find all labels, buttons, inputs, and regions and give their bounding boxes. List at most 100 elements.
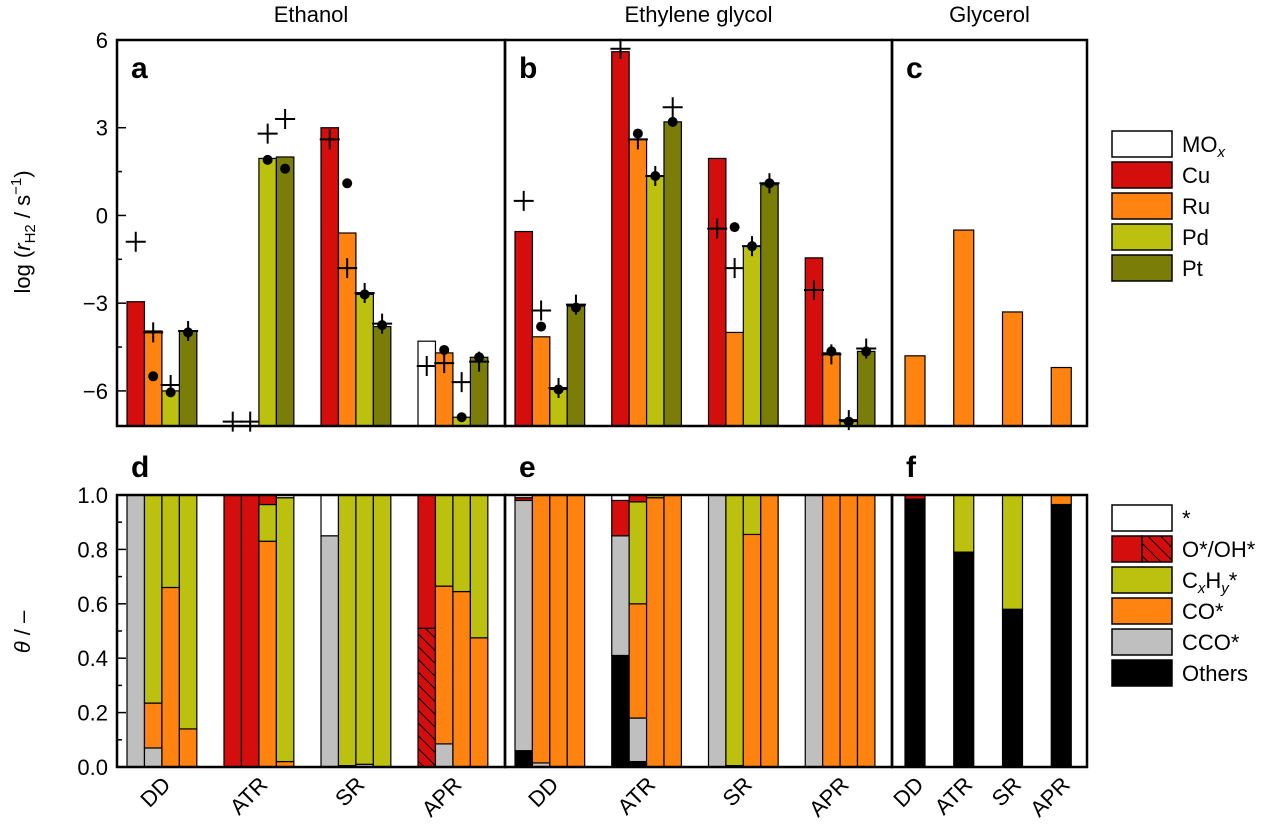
top-frame-c xyxy=(890,38,1089,428)
panel-title-b: Ethylene glycol xyxy=(625,2,773,27)
seg-d-DD-1-CxHy xyxy=(143,494,163,704)
plus-a-DD-Pt xyxy=(178,320,199,341)
plus-b-APR-Pt xyxy=(856,338,877,359)
seg-d-DD-1-CO xyxy=(143,702,163,749)
seg-e-ATR-1-CO xyxy=(628,603,648,719)
bar-c-SR-Ru xyxy=(1001,311,1024,427)
bar-a-SR-Cu xyxy=(320,127,340,427)
bottom-ytick-label-5: 1.0 xyxy=(77,483,108,508)
seg-d-APR-1-CCO xyxy=(434,743,454,768)
plus-b-SR-Ru xyxy=(724,258,745,279)
plus-a-DD-Cu xyxy=(125,231,146,252)
xlabel-f-DD: DD xyxy=(888,772,928,812)
bar-b-ATR-Pt xyxy=(663,121,683,427)
plus-b-DD-Cu xyxy=(513,190,534,211)
panel-letter-d: d xyxy=(131,451,149,484)
seg-d-APR-2-CxHy xyxy=(452,494,471,593)
seg-e-DD-1-CO xyxy=(531,494,551,764)
seg-e-SR-0-CCO xyxy=(707,494,727,768)
seg-d-SR-0-empty xyxy=(320,494,340,537)
bar-b-SR-Ru xyxy=(725,331,744,427)
plus-a-SR-Cu xyxy=(319,129,340,150)
legend-label-Pt: Pt xyxy=(1182,256,1203,281)
seg-d-SR-3-CxHy xyxy=(372,494,392,768)
seg-d-APR-1-CO xyxy=(434,585,454,745)
dot-a-APR-Pd xyxy=(456,412,467,423)
seg-e-APR-1-CO xyxy=(822,494,841,768)
plus-a-SR-Ru xyxy=(337,258,358,279)
plus-a-APR-Pt xyxy=(469,351,490,372)
seg-d-APR-2-CO xyxy=(452,590,471,768)
bottom-ytick-label-2: 0.4 xyxy=(77,646,108,671)
seg-d-SR-2-CxHy xyxy=(355,494,374,765)
plus-b-DD-Pt xyxy=(565,294,586,315)
seg-d-ATR-2-CxHy xyxy=(258,503,277,542)
xlabel-d-ATR: ATR xyxy=(225,772,273,820)
plus-a-APR-Pd xyxy=(451,372,472,393)
bar-b-DD-Cu xyxy=(514,230,534,427)
top-ylabel: log (rH2 / s−1) xyxy=(8,170,39,293)
legend-swatch-Pd xyxy=(1111,223,1173,251)
plus-a-ATR-Pd xyxy=(257,123,278,144)
bar-c-DD-Ru xyxy=(904,355,926,427)
seg-e-ATR-0-CCO xyxy=(611,535,630,657)
seg-e-ATR-3-CO xyxy=(663,494,683,768)
seg-d-DD-1-CCO xyxy=(143,747,163,768)
bar-a-DD-Cu xyxy=(126,301,146,427)
xlabel-e-SR: SR xyxy=(718,772,757,811)
seg-e-ATR-2-CO xyxy=(645,497,665,768)
seg-f-APR-0-CO xyxy=(1050,494,1072,506)
seg-f-ATR-0-CxHy xyxy=(953,494,975,553)
seg-e-DD-3-CO xyxy=(566,494,586,768)
plus-b-ATR-Ru xyxy=(627,129,648,150)
bar-a-ATR-Pt xyxy=(275,156,295,427)
top-ytick-label-2: 0 xyxy=(96,203,108,228)
seg-e-DD-0-Others xyxy=(514,750,534,768)
seg-f-DD-0-Others xyxy=(904,498,926,768)
seg-d-APR-3-CO xyxy=(469,637,489,768)
bar-b-SR-Pt xyxy=(760,184,779,427)
plus-b-ATR-Cu xyxy=(610,38,631,59)
bar-a-SR-Pt xyxy=(372,325,392,427)
dot-b-DD-Ru xyxy=(536,321,547,332)
xlabel-d-SR: SR xyxy=(330,772,369,811)
plus-a-APR-MOx xyxy=(416,356,437,377)
seg-d-APR-1-CxHy xyxy=(434,494,454,587)
plus-b-DD-Ru xyxy=(531,300,552,321)
seg-f-ATR-0-Others xyxy=(953,551,975,768)
legend-label-Others: Others xyxy=(1182,661,1248,686)
legend-swatch-MOx xyxy=(1111,130,1173,158)
seg-f-SR-0-Others xyxy=(1001,608,1024,768)
dot-a-ATR-Pt xyxy=(280,163,291,174)
seg-d-ATR-0-O xyxy=(223,494,243,768)
legend-swatch-Pt xyxy=(1111,254,1173,282)
seg-e-APR-0-CCO xyxy=(804,494,824,768)
seg-d-ATR-3-CxHy xyxy=(275,497,295,763)
bar-b-SR-Pd xyxy=(742,245,762,427)
plus-a-SR-Pd xyxy=(354,282,375,303)
plus-a-ATR-Cu xyxy=(222,411,243,432)
bar-b-DD-Ru xyxy=(531,336,551,427)
legend-label-CCO: CCO* xyxy=(1182,630,1240,655)
plus-a-ATR-Pt xyxy=(275,108,296,129)
seg-e-SR-1-CxHy xyxy=(725,494,744,767)
panel-letter-f: f xyxy=(906,451,917,484)
seg-d-DD-2-CxHy xyxy=(161,494,180,589)
dot-b-SR-Ru xyxy=(729,222,740,233)
bar-b-ATR-Cu xyxy=(611,51,630,427)
legend-label-CxHy: CxHy* xyxy=(1182,568,1238,597)
panel-letter-b: b xyxy=(519,52,537,85)
legend-swatch-OH xyxy=(1141,535,1173,563)
plus-a-DD-Pd xyxy=(160,375,181,396)
seg-e-ATR-0-O xyxy=(611,499,630,537)
bottom-ytick-label-0: 0.0 xyxy=(77,755,108,780)
panel-letter-c: c xyxy=(906,52,923,85)
plus-b-SR-Pt xyxy=(759,173,780,194)
seg-f-SR-0-CxHy xyxy=(1001,494,1024,610)
legend-swatch-Cu xyxy=(1111,161,1173,189)
xlabel-e-APR: APR xyxy=(804,772,854,822)
xlabel-f-APR: APR xyxy=(1025,772,1075,822)
seg-e-SR-2-CO xyxy=(742,533,762,768)
